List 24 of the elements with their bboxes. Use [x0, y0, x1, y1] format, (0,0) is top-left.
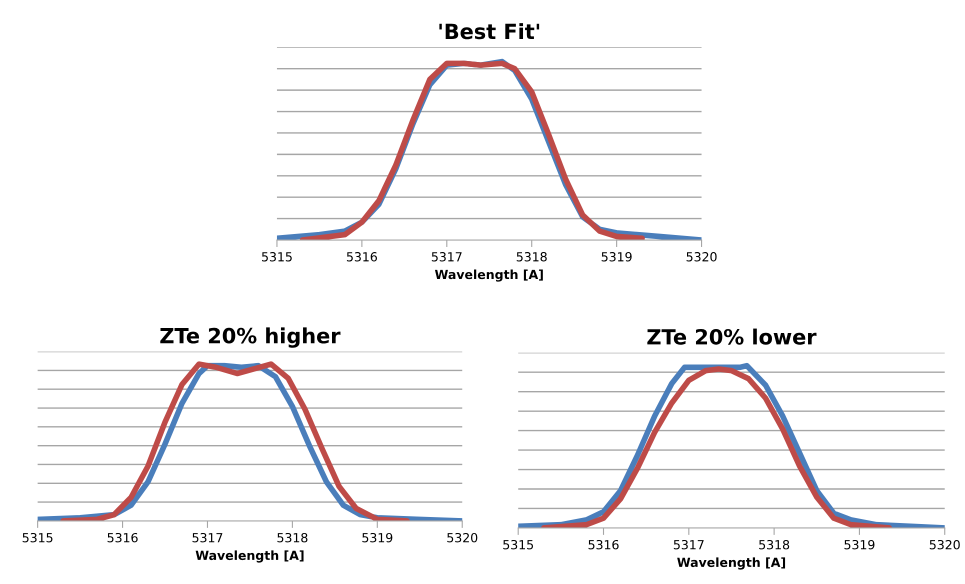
x-tick-label: 5315 — [262, 252, 292, 262]
x-tick-label: 5317 — [432, 252, 462, 262]
x-tick-label: 5317 — [674, 540, 704, 550]
x-tick-label: 5315 — [503, 540, 534, 550]
x-tick-label: 5318 — [516, 252, 547, 262]
x-axis-title: Wavelength [A] — [196, 550, 304, 563]
x-tick-label: 5316 — [588, 540, 619, 550]
x-tick-label: 5318 — [759, 540, 790, 550]
x-tick-label: 5317 — [192, 532, 222, 542]
x-tick-label: 5320 — [447, 532, 478, 542]
chart-title: ZTe 20% lower — [647, 328, 816, 345]
x-tick-label: 5319 — [844, 540, 874, 550]
x-tick-label: 5318 — [277, 532, 308, 542]
x-tick-label: 5316 — [108, 532, 138, 542]
x-axis-title: Wavelength [A] — [434, 269, 543, 282]
x-axis-title: Wavelength [A] — [677, 557, 786, 570]
x-tick-label: 5316 — [346, 252, 377, 262]
x-tick-label: 5315 — [22, 532, 52, 542]
x-tick-label: 5319 — [602, 252, 632, 262]
x-tick-label: 5320 — [930, 540, 960, 550]
chart-title: 'Best Fit' — [439, 23, 540, 40]
x-tick-label: 5320 — [686, 252, 717, 262]
chart-title: ZTe 20% higher — [160, 327, 340, 348]
x-tick-label: 5319 — [362, 532, 392, 542]
